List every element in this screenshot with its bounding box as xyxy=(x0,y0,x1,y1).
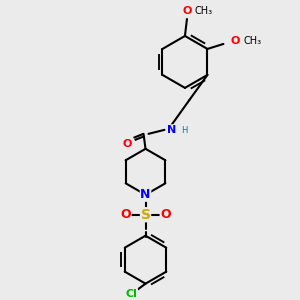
Text: CH₃: CH₃ xyxy=(195,6,213,16)
Text: O: O xyxy=(231,36,240,46)
Text: O: O xyxy=(123,139,132,149)
Text: H: H xyxy=(182,126,188,135)
Text: CH₃: CH₃ xyxy=(243,36,262,46)
Text: O: O xyxy=(160,208,171,221)
Text: O: O xyxy=(120,208,131,221)
Text: N: N xyxy=(167,125,176,135)
Text: O: O xyxy=(182,6,192,16)
Text: Cl: Cl xyxy=(126,289,137,298)
Text: S: S xyxy=(140,208,151,222)
Text: N: N xyxy=(140,188,151,201)
